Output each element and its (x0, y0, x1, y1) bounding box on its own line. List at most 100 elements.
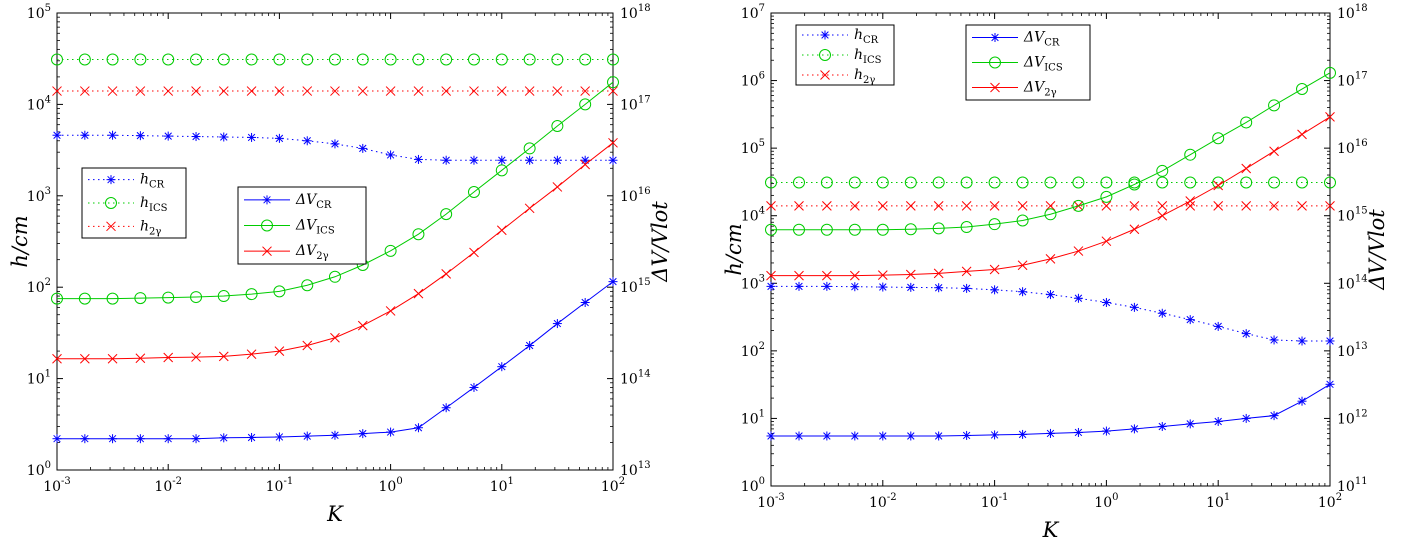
data-point (1297, 129, 1307, 140)
data-point (934, 431, 944, 441)
legend-marker (819, 49, 831, 61)
data-point (79, 86, 90, 96)
data-point (1269, 335, 1279, 345)
data-point (51, 53, 63, 66)
x-tick-label: 10-1 (266, 476, 294, 495)
data-point (441, 86, 452, 96)
series-line (57, 81, 614, 300)
data-point (1129, 224, 1140, 235)
data-point (1240, 176, 1253, 189)
legend-entry: ΔV2γ (244, 243, 329, 262)
data-point (877, 200, 888, 211)
data-point (848, 176, 861, 189)
data-point (608, 137, 618, 148)
data-point (1297, 200, 1307, 211)
data-point (496, 225, 507, 236)
data-point (497, 362, 507, 372)
data-point (1044, 208, 1057, 221)
series-h_2γ (52, 86, 618, 96)
series-h_CR (766, 281, 1335, 346)
data-point (1325, 112, 1335, 122)
data-point (107, 353, 118, 364)
x-tick-label: 101 (490, 476, 514, 495)
data-point (820, 176, 833, 189)
legend-dv: ΔVCR ΔVICS ΔV2γ (237, 186, 367, 265)
legend-h: hCR hICS h2γ (81, 167, 187, 239)
data-point (413, 86, 424, 96)
data-point (794, 200, 804, 211)
data-point (135, 434, 145, 444)
data-point (1269, 146, 1279, 157)
data-point (552, 86, 563, 96)
data-point (441, 268, 452, 279)
data-point (469, 86, 479, 96)
data-point (1213, 417, 1223, 427)
data-point (962, 430, 972, 440)
y-left-tick-label: 105 (27, 3, 51, 22)
legend-marker (820, 30, 830, 40)
data-point (245, 288, 258, 301)
chart-left: 10-3 10-2 10-1 100 101 102 100 101 102 103 104 105 1… (8, 3, 672, 526)
y-left-axis-label: h/cm (722, 223, 746, 275)
data-point (906, 282, 916, 292)
data-point (219, 433, 229, 443)
data-point (822, 200, 832, 211)
data-point (386, 150, 396, 160)
data-point (1325, 336, 1335, 346)
data-point (1296, 176, 1309, 189)
legend-entry: hICS (802, 47, 882, 66)
legend-label: ΔVCR (1023, 30, 1060, 49)
data-point (961, 266, 972, 277)
legend-entry: ΔVICS (972, 55, 1063, 74)
data-point (1269, 411, 1279, 421)
chart-right: 10-3 10-2 10-1 100 101 102 100 101 102 103 104 105 1… (722, 3, 1389, 542)
data-point (1157, 210, 1168, 221)
data-point (765, 176, 777, 189)
x-tick-label: 102 (1318, 492, 1342, 511)
data-point (1184, 148, 1197, 161)
data-point (794, 270, 804, 281)
data-point (330, 430, 340, 440)
series-ΔV_2γ (766, 112, 1335, 281)
data-point (386, 427, 396, 437)
data-point (191, 352, 201, 362)
legend-marker (106, 175, 116, 185)
series-ΔV_ICS (51, 76, 619, 305)
data-point (301, 279, 314, 292)
legend-marker (990, 33, 1000, 42)
data-point (1296, 83, 1309, 96)
data-point (1240, 116, 1253, 129)
data-point (467, 53, 480, 66)
data-point (469, 247, 479, 258)
data-point (1297, 336, 1307, 346)
data-point (607, 53, 619, 66)
data-point (246, 86, 257, 96)
data-point (1241, 413, 1251, 423)
data-point (524, 203, 535, 214)
data-point (302, 340, 313, 351)
data-point (1157, 421, 1167, 431)
data-point (933, 200, 944, 211)
legend-marker (989, 56, 1001, 69)
legend-marker (106, 221, 116, 232)
data-point (1072, 199, 1085, 212)
data-point (495, 164, 508, 177)
y-right-tick-label: 1017 (620, 94, 651, 113)
data-point (580, 86, 591, 96)
data-point (51, 292, 63, 305)
data-point (794, 281, 804, 291)
data-point (78, 292, 91, 305)
y-right-axis-label: ΔV/Vlot (1365, 209, 1389, 291)
data-point (1324, 66, 1336, 79)
y-right-tick-label: 1013 (620, 460, 651, 479)
legend-marker (820, 70, 830, 80)
series-ΔV_ICS (765, 66, 1336, 236)
data-point (579, 53, 592, 66)
data-point (525, 155, 535, 165)
data-point (496, 86, 507, 96)
data-point (163, 434, 173, 444)
data-point (960, 221, 973, 234)
series-line (771, 72, 1331, 231)
data-point (766, 200, 776, 211)
data-point (135, 86, 146, 96)
